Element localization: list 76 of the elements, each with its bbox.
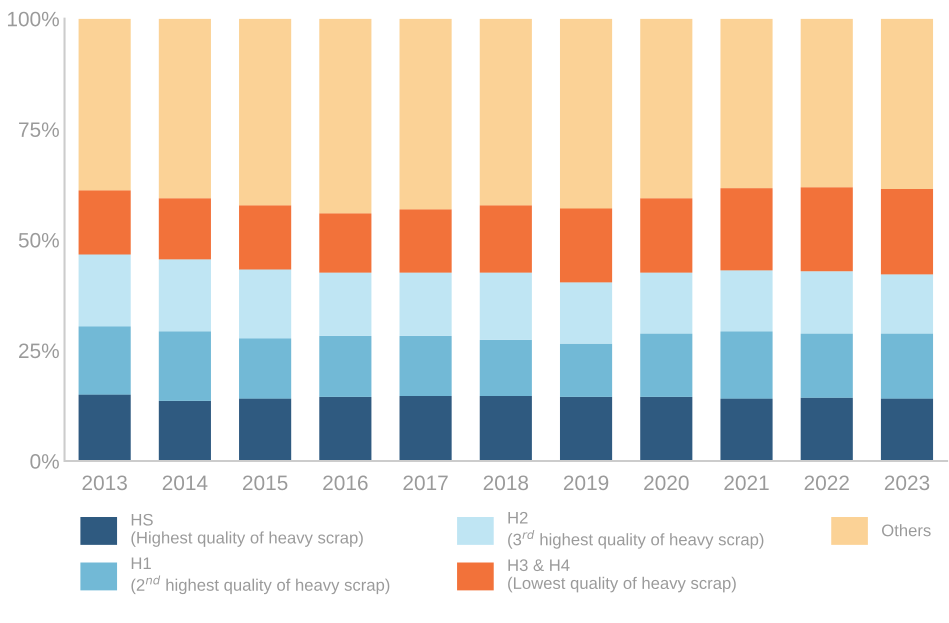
x-tick-label: 2023 [884,475,930,490]
x-tick-label: 2013 [82,475,127,490]
bar [880,18,934,189]
bar [319,272,372,336]
legend-label: Others [882,524,931,536]
y-tick-label: 75% [19,122,59,138]
bar [720,18,773,188]
bar [78,254,131,327]
bar [640,272,692,334]
x-tick-label: 2022 [804,475,849,490]
bar [480,396,532,462]
bar [800,398,853,462]
bar [880,188,934,274]
bar [560,282,612,344]
bar [560,344,612,397]
y-tick-label: 0% [30,454,59,469]
y-tick-label: 25% [19,343,59,358]
x-tick-label: 2020 [644,475,689,490]
x-tick-label: 2018 [484,475,528,490]
bar [720,188,773,270]
bar [800,271,853,334]
bar [720,398,773,462]
x-tick-label: 2015 [242,475,288,490]
bar [78,18,131,190]
bar [720,270,773,332]
bar [239,269,292,338]
bar [319,18,372,214]
bar [400,272,452,336]
y-tick-label: 50% [18,232,59,248]
bar [158,259,211,332]
x-tick-label: 2021 [724,475,769,490]
bar [239,338,292,399]
legend-label: HS (Highest quality of heavy scrap) [131,514,363,547]
bar [800,187,853,272]
bar [640,396,692,462]
bar [78,394,131,462]
bar [319,396,372,462]
x-tick-label: 2014 [162,475,208,490]
bar [880,398,934,462]
bar [400,396,452,462]
bar [560,208,612,282]
bar [400,18,452,210]
bar [400,209,452,273]
legend-label: H1 (2$^{nd}$ highest quality of heavy scrap) [131,557,390,594]
bar [78,190,131,254]
bar [78,326,131,395]
bar [640,18,692,198]
x-tick-label: 2017 [403,475,448,490]
bar [158,198,211,260]
legend-label: H2 (3$^{rd}$ highest quality of heavy scrap) [508,512,764,549]
bar [560,18,612,208]
bar [480,205,532,273]
bar [400,336,452,396]
bar [239,18,292,206]
bar [239,205,292,270]
bar [800,334,853,398]
x-tick-label: 2016 [323,475,368,490]
bar [640,334,692,397]
bar [720,331,773,399]
bar [800,18,853,188]
bar [480,272,532,340]
bar [880,274,934,334]
bar [319,213,372,273]
bar [640,198,692,273]
bar [158,331,211,401]
bar [880,334,934,399]
legend-label: H3 & H4 (Lowest quality of heavy scrap) [508,559,736,592]
bar [560,396,612,462]
bar [158,18,211,198]
x-tick-label: 2019 [564,475,608,490]
bar [239,398,292,462]
bar [480,18,532,206]
y-tick-label: 100% [8,12,59,26]
bar [480,340,532,396]
bar [319,336,372,397]
bar [158,400,211,462]
